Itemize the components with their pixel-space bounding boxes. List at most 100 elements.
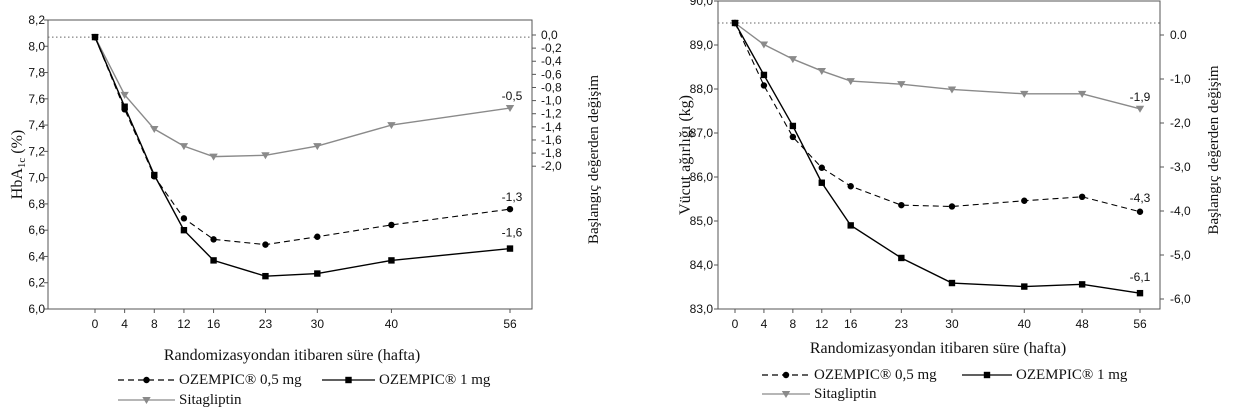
y-axis-title: HbA1c (%) [9, 130, 28, 199]
y2-tick-label: 0.0 [1170, 28, 1187, 42]
y-tick-label: 8,0 [28, 39, 45, 53]
legend-item: Sitagliptin [118, 392, 242, 408]
legend-marker [142, 397, 151, 404]
data-point [759, 41, 769, 49]
y2-tick-label: 0,0 [541, 28, 558, 42]
y-tick-label: 6,4 [28, 249, 45, 263]
data-point [387, 122, 396, 130]
series-circle: -4,3 [731, 19, 1151, 215]
legend-item: OZEMPIC® 1 mg [322, 372, 491, 388]
data-point [506, 205, 514, 213]
legend-marker [143, 376, 150, 384]
y-axis-title-unit: (%) [9, 130, 26, 158]
data-point [314, 270, 321, 277]
x-tick-label: 12 [815, 317, 829, 331]
legend-label: OZEMPIC® 1 mg [1016, 367, 1128, 383]
series-triangle-down: -1,9 [730, 20, 1151, 113]
data-point [1136, 208, 1144, 215]
data-point [789, 133, 797, 141]
data-point [179, 143, 189, 151]
data-point [262, 272, 269, 280]
y2-tick-label: -3,0 [1170, 160, 1191, 174]
y2-axis-title: Başlangıç değerden değişim [586, 75, 602, 244]
data-point [897, 81, 906, 89]
x-tick-label: 16 [844, 317, 858, 331]
y2-tick-label: -1,8 [541, 146, 562, 160]
y-tick-label: 83,0 [690, 302, 714, 316]
y-tick-label: 88,0 [690, 82, 714, 96]
plot-frame [717, 0, 1161, 310]
x-tick-label: 23 [259, 317, 273, 331]
y-tick-label: 6,6 [28, 223, 45, 237]
y-tick-label: 6,0 [28, 302, 45, 316]
y-tick-label: 90,0 [690, 0, 714, 8]
x-tick-label: 0 [92, 317, 99, 331]
legend-label: OZEMPIC® 0,5 mg [814, 367, 937, 383]
x-tick-label: 30 [311, 317, 325, 331]
data-point [1021, 197, 1028, 204]
y-tick-label: 86,0 [690, 170, 714, 184]
x-tick-label: 40 [385, 317, 399, 331]
data-point [760, 82, 768, 89]
y2-tick-label: -1,0 [541, 94, 562, 108]
series-line [734, 22, 1141, 110]
legend-label: Sitagliptin [814, 386, 877, 402]
y2-tick-label: -2,0 [541, 159, 562, 173]
legend-marker [983, 371, 991, 379]
data-point [1135, 105, 1145, 113]
data-point [947, 86, 957, 94]
data-point [180, 226, 188, 234]
data-point [818, 179, 825, 186]
y-tick-label: 7,0 [28, 171, 45, 185]
data-point [91, 33, 99, 41]
data-point [760, 71, 768, 79]
data-point [898, 254, 905, 262]
legend-item: OZEMPIC® 1 mg [962, 367, 1128, 383]
series-square: -1,6 [91, 33, 523, 280]
y2-tick-label: -1,4 [541, 120, 562, 134]
legend-marker [781, 391, 791, 398]
y-tick-label: 6,8 [28, 197, 45, 211]
data-point [1078, 193, 1086, 200]
y-tick-label: 89,0 [690, 38, 714, 52]
data-point [506, 245, 514, 252]
x-tick-label: 4 [121, 317, 128, 331]
data-point [1020, 90, 1029, 98]
x-tick-label: 8 [790, 317, 797, 331]
y-tick-label: 7,2 [28, 144, 45, 158]
legend-item: OZEMPIC® 0,5 mg [118, 372, 302, 388]
data-point [948, 203, 956, 210]
y-tick-label: 87,0 [690, 126, 714, 140]
x-tick-label: 30 [945, 317, 959, 331]
data-point [1077, 90, 1087, 98]
plot-frame [47, 19, 533, 310]
series-circle: -1,3 [91, 33, 523, 248]
legend-item: Sitagliptin [762, 386, 877, 402]
data-point [261, 152, 270, 160]
x-tick-label: 40 [1018, 317, 1032, 331]
y-tick-label: 7,8 [28, 66, 45, 80]
x-tick-label: 0 [732, 317, 739, 331]
y2-tick-label: -0,6 [541, 67, 562, 81]
y2-tick-label: -0,2 [541, 41, 562, 55]
y2-tick-label: -0,8 [541, 80, 562, 94]
data-point [847, 222, 854, 229]
y-tick-label: 7,6 [28, 92, 45, 106]
x-tick-label: 4 [761, 317, 768, 331]
data-point [789, 122, 797, 130]
y-tick-label: 84,0 [690, 258, 714, 272]
x-axis-title: Randomizasyondan itibaren süre (hafta) [810, 340, 1066, 357]
data-point [388, 257, 395, 264]
end-value-label: -1,9 [1130, 90, 1151, 104]
y2-axis-title: Başlangıç değerden değişim [1206, 65, 1222, 234]
x-tick-label: 56 [1133, 317, 1147, 331]
data-point [313, 143, 322, 151]
series-line [94, 36, 511, 277]
legend-label: Sitagliptin [179, 392, 242, 408]
data-point [731, 19, 739, 27]
x-tick-label: 8 [151, 317, 158, 331]
data-point [846, 78, 855, 86]
y2-tick-label: -5,0 [1170, 248, 1191, 262]
end-value-label: -6,1 [1130, 270, 1151, 284]
